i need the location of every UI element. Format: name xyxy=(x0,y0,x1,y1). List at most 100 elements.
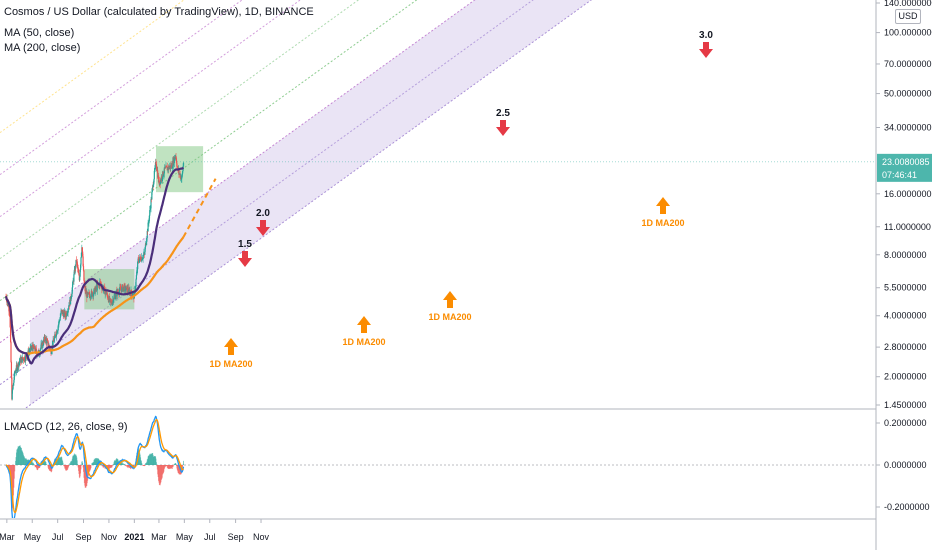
candle-body xyxy=(30,346,32,350)
macd-line xyxy=(5,415,185,518)
candle-body xyxy=(124,285,126,286)
candle-body xyxy=(165,165,168,167)
candle-body xyxy=(173,157,175,164)
candle-body xyxy=(136,269,138,271)
candle-body xyxy=(90,296,92,298)
candle-body xyxy=(157,175,160,183)
candle-body xyxy=(63,312,65,318)
candle-body xyxy=(71,293,73,297)
macd-legend[interactable]: LMACD (12, 26, close, 9) xyxy=(4,421,128,433)
price-tick-label: 70.0000000 xyxy=(884,59,932,69)
candle-body xyxy=(50,352,53,354)
candle-body xyxy=(125,286,127,290)
candle-body xyxy=(17,367,19,370)
candle-body xyxy=(42,342,44,346)
peak-arrow-label: 3.0 xyxy=(699,30,713,41)
price-tick-label: 2.8000000 xyxy=(884,342,927,352)
ma200-line xyxy=(4,236,185,355)
candle-body xyxy=(112,300,115,303)
candle-body xyxy=(79,264,82,271)
candle-body xyxy=(142,258,144,260)
candle-body xyxy=(12,388,14,391)
price-tick-label: 16.0000000 xyxy=(884,189,932,199)
fib-line xyxy=(24,0,592,408)
time-tick-label: May xyxy=(176,532,194,542)
support-arrow-label: 1D MA200 xyxy=(641,218,684,228)
candle-body xyxy=(180,178,183,180)
candle-body xyxy=(109,299,112,303)
fib-line xyxy=(0,0,185,134)
time-tick-label: Jul xyxy=(204,532,216,542)
time-axis[interactable]: Mar May Jul Sep Nov 2021 Mar May Jul Sep Nov xyxy=(0,519,270,542)
peak-arrow-label: 1.5 xyxy=(238,239,252,250)
candle-body xyxy=(155,161,157,165)
candle-body xyxy=(80,252,83,258)
candle-body xyxy=(164,167,167,169)
candle-body xyxy=(47,340,49,347)
candle-body xyxy=(57,326,59,331)
last-price-label: 23.0080085 xyxy=(882,157,930,167)
candle-body xyxy=(123,285,125,292)
support-arrow-stem xyxy=(660,205,666,214)
fib-line xyxy=(0,0,360,260)
candle-body xyxy=(139,256,141,258)
candle-body xyxy=(79,276,81,281)
candle-body xyxy=(104,291,106,295)
annotation-arrows: 1.5 2.0 2.5 3.0 1D MA200 1D MA200 1D MA200 1D M… xyxy=(209,30,713,369)
candle-body xyxy=(89,295,91,298)
peak-arrow-stem xyxy=(703,42,709,50)
time-tick-label: 2021 xyxy=(124,532,144,542)
candle-body xyxy=(93,289,95,294)
candle-body xyxy=(56,331,58,334)
candle-body xyxy=(142,254,145,256)
candle-body xyxy=(151,192,153,200)
candle-body xyxy=(138,259,140,263)
currency-badge[interactable]: USD xyxy=(895,9,921,24)
candle-body xyxy=(54,334,56,338)
candle-body xyxy=(21,356,23,363)
time-tick-label: Jul xyxy=(52,532,64,542)
candle-body xyxy=(82,266,85,271)
candle-body xyxy=(149,210,151,216)
candle-body xyxy=(139,256,141,260)
candle-body xyxy=(68,305,70,309)
candle-body xyxy=(79,270,81,277)
price-axis[interactable]: 140.0000000 100.0000000 70.0000000 50.00000… xyxy=(876,0,932,410)
candle-body xyxy=(168,167,170,169)
candle-body xyxy=(72,281,74,288)
candle-body xyxy=(59,315,62,318)
candle-body xyxy=(31,345,33,348)
peak-arrow-stem xyxy=(500,120,506,128)
support-arrow-head xyxy=(224,338,238,347)
ma50-legend[interactable]: MA (50, close) xyxy=(4,27,75,39)
candle-body xyxy=(80,257,82,265)
moving-averages xyxy=(4,166,217,365)
candle-body xyxy=(181,176,183,179)
candle-body xyxy=(144,246,146,252)
candles xyxy=(0,153,876,401)
candle-body xyxy=(119,287,121,291)
candle-body xyxy=(75,259,77,268)
candle-body xyxy=(150,199,152,209)
candle-body xyxy=(42,345,44,346)
candle-body xyxy=(148,215,150,222)
candle-body xyxy=(35,348,37,350)
candle-body xyxy=(165,165,167,168)
support-arrow-label: 1D MA200 xyxy=(428,312,471,322)
fib-line xyxy=(0,0,302,218)
candle-body xyxy=(59,320,61,322)
macd-tick-label: 0.2000000 xyxy=(884,418,927,428)
candle-body xyxy=(55,331,58,337)
candle-body xyxy=(29,348,31,352)
candle-body xyxy=(147,222,150,224)
candle-body xyxy=(88,292,90,296)
candle-body xyxy=(82,251,84,257)
candle-body xyxy=(111,301,113,305)
candle-body xyxy=(105,290,107,295)
ma200-legend[interactable]: MA (200, close) xyxy=(4,42,81,54)
candle-body xyxy=(53,337,55,342)
candle-body xyxy=(70,296,73,299)
macd-axis[interactable]: 0.2000000 0.0000000 -0.2000000 xyxy=(876,418,930,512)
candle-body xyxy=(67,312,69,314)
